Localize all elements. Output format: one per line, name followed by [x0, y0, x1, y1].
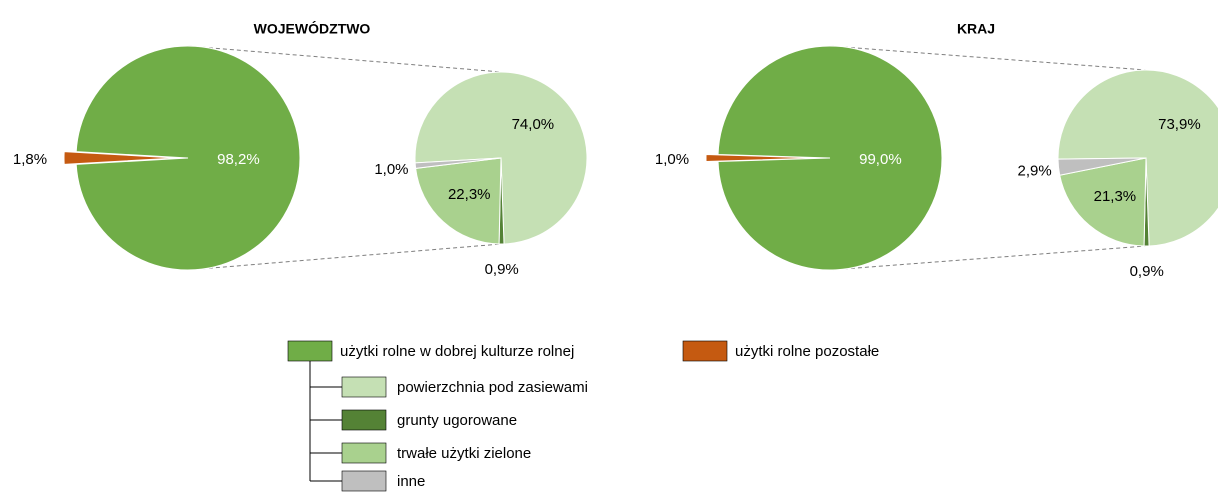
data-label: 2,9%	[1018, 163, 1052, 180]
legend-label: trwałe użytki zielone	[397, 445, 531, 462]
legend-swatch	[341, 409, 387, 431]
data-label: 74,0%	[512, 116, 555, 133]
connector-line	[829, 245, 1147, 271]
pie-slice	[717, 45, 943, 271]
pie-slice	[415, 157, 502, 245]
legend-label: użytki rolne pozostałe	[735, 343, 879, 360]
connector-line	[187, 243, 502, 271]
pie-slice	[1057, 157, 1147, 176]
connector-line	[829, 45, 1147, 71]
data-label: 22,3%	[448, 186, 491, 203]
chart-title: WOJEWÓDZTWO	[254, 20, 371, 37]
data-label: 0,9%	[485, 261, 519, 278]
pie-slice	[75, 45, 301, 271]
legend-tree	[309, 361, 342, 482]
connector-line	[187, 45, 502, 73]
legend-label: powierzchnia pod zasiewami	[397, 379, 588, 396]
data-label: 98,2%	[217, 151, 260, 168]
pie-slice	[63, 151, 177, 165]
pie-slice	[1059, 157, 1147, 247]
legend-swatch	[341, 442, 387, 464]
data-label: 0,9%	[1130, 263, 1164, 280]
legend-label: użytki rolne w dobrej kulturze rolnej	[340, 343, 574, 360]
data-label: 1,0%	[655, 151, 689, 168]
data-label: 21,3%	[1094, 188, 1137, 205]
legend-swatch	[341, 470, 387, 492]
legend-label: inne	[397, 473, 425, 490]
legend-label: grunty ugorowane	[397, 412, 517, 429]
data-label: 99,0%	[859, 151, 902, 168]
legend-swatch	[287, 340, 333, 362]
data-label: 73,9%	[1158, 116, 1201, 133]
data-label: 1,8%	[13, 151, 47, 168]
pie-slice	[705, 153, 819, 163]
pie-slice	[414, 157, 502, 169]
data-label: 1,0%	[374, 161, 408, 178]
legend-swatch	[682, 340, 728, 362]
legend-swatch	[341, 376, 387, 398]
chart-title: KRAJ	[957, 21, 995, 37]
